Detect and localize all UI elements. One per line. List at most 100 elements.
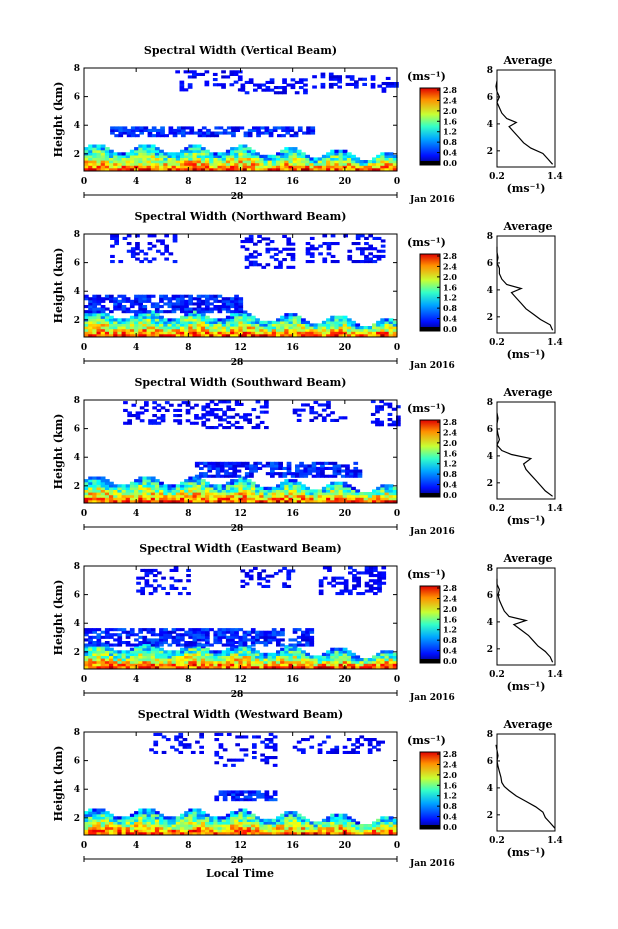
- heatmap-cell: [355, 824, 361, 828]
- heatmap-cell: [276, 318, 281, 322]
- heatmap-cell: [172, 239, 178, 243]
- heatmap-cell: [172, 128, 178, 132]
- heatmap-cell: [388, 486, 394, 490]
- heatmap-cell: [234, 299, 239, 303]
- heatmap-cell: [263, 497, 269, 501]
- heatmap-cell: [392, 652, 398, 656]
- heatmap-cell: [188, 479, 194, 483]
- heatmap-cell: [263, 643, 269, 647]
- heatmap-cell: [161, 576, 166, 580]
- heatmap-cell: [388, 326, 394, 330]
- heatmap-cell: [346, 665, 352, 669]
- heatmap-cell: [392, 658, 398, 662]
- heatmap-cell: [284, 484, 290, 488]
- heatmap-cell: [282, 566, 287, 570]
- heatmap-cell: [92, 302, 97, 306]
- heatmap-cell: [321, 323, 327, 327]
- heatmap-cell: [267, 333, 273, 337]
- heatmap-cell: [296, 160, 302, 164]
- heatmap-cell: [201, 423, 207, 427]
- heatmap-cell: [192, 645, 198, 649]
- heatmap-cell: [309, 162, 315, 166]
- heatmap-cell: [196, 826, 202, 830]
- heatmap-cell: [154, 318, 160, 322]
- heatmap-cell: [392, 157, 398, 161]
- panel-title: Spectral Width (Eastward Beam): [139, 542, 341, 555]
- heatmap-cell: [138, 813, 144, 817]
- heatmap-cell: [196, 72, 201, 76]
- heatmap-cell: [142, 499, 148, 503]
- heatmap-cell: [198, 416, 203, 420]
- heatmap-cell: [92, 831, 98, 835]
- heatmap-cell: [142, 484, 148, 488]
- heatmap-cell: [238, 331, 244, 335]
- heatmap-cell: [263, 162, 269, 166]
- heatmap-cell: [380, 328, 386, 332]
- heatmap-cell: [188, 650, 194, 654]
- heatmap-cell: [372, 494, 377, 498]
- heatmap-cell: [384, 655, 390, 659]
- heatmap-cell: [351, 260, 357, 264]
- heatmap-cell: [367, 333, 373, 337]
- heatmap-cell: [296, 813, 302, 817]
- heatmap-cell: [186, 574, 191, 578]
- heatmap-cell: [215, 461, 221, 465]
- heatmap-cell: [342, 484, 348, 488]
- heatmap-cell: [392, 492, 398, 496]
- heatmap-cell: [129, 816, 135, 820]
- heatmap-cell: [138, 831, 144, 835]
- heatmap-cell: [196, 813, 202, 817]
- heatmap-cell: [180, 650, 185, 654]
- heatmap-cell: [200, 633, 206, 637]
- heatmap-cell: [221, 326, 227, 330]
- heatmap-cell: [177, 403, 183, 407]
- heatmap-cell: [238, 492, 244, 496]
- heatmap-cell: [267, 486, 273, 490]
- heatmap-cell: [163, 294, 168, 298]
- heatmap-cell: [346, 829, 352, 833]
- heatmap-cell: [231, 792, 236, 796]
- heatmap-cell: [205, 816, 210, 820]
- heatmap-cell: [296, 162, 302, 166]
- heatmap-cell: [125, 643, 131, 647]
- heatmap-cell: [104, 481, 110, 485]
- heatmap-cell: [250, 643, 256, 647]
- heatmap-cell: [150, 479, 156, 483]
- heatmap-cell: [342, 160, 348, 164]
- heatmap-cell: [172, 131, 178, 135]
- heatmap-cell: [250, 331, 256, 335]
- heatmap-cell: [134, 302, 139, 306]
- heatmap-cell: [238, 489, 244, 493]
- heatmap-cell: [138, 494, 144, 498]
- heatmap-cell: [84, 818, 89, 822]
- heatmap-cell: [192, 813, 198, 817]
- heatmap-cell: [109, 652, 114, 656]
- heatmap-cell: [230, 331, 235, 335]
- heatmap-cell: [205, 426, 211, 430]
- heatmap-cell: [92, 328, 98, 332]
- heatmap-cell: [267, 658, 273, 662]
- heatmap-cell: [334, 650, 340, 654]
- heatmap-cell: [146, 479, 152, 483]
- heatmap-cell: [246, 650, 252, 654]
- heatmap-cell: [113, 165, 118, 169]
- heatmap-cell: [271, 486, 277, 490]
- heatmap-cell: [180, 633, 185, 637]
- heatmap-cell: [129, 663, 135, 667]
- heatmap-cell: [334, 489, 340, 493]
- heatmap-cell: [271, 633, 277, 637]
- heatmap-cell: [280, 497, 285, 501]
- heatmap-cell: [349, 75, 355, 79]
- heatmap-cell: [326, 816, 331, 820]
- heatmap-cell: [117, 320, 123, 324]
- heatmap-cell: [259, 323, 265, 327]
- heatmap-cell: [117, 165, 123, 169]
- heatmap-cell: [192, 641, 198, 645]
- heatmap-cell: [292, 320, 298, 324]
- heatmap-cell: [199, 474, 204, 478]
- heatmap-cell: [159, 323, 164, 327]
- heatmap-cell: [146, 808, 152, 812]
- heatmap-cell: [125, 323, 131, 327]
- heatmap-cell: [235, 126, 240, 130]
- heatmap-cell: [205, 331, 210, 335]
